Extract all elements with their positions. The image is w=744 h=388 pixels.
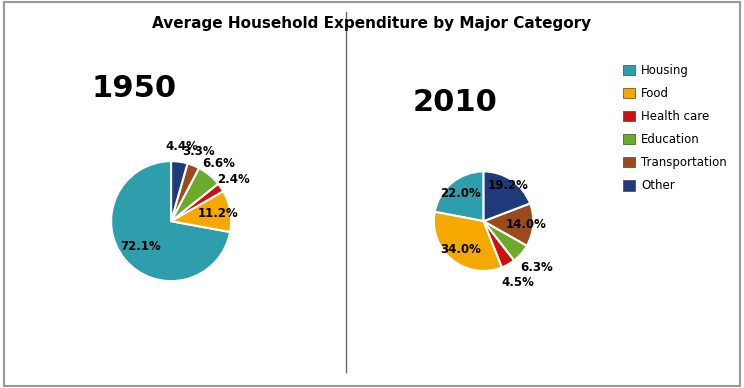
Text: Average Household Expenditure by Major Category: Average Household Expenditure by Major C… [153, 16, 591, 31]
Wedge shape [434, 171, 484, 221]
Wedge shape [484, 203, 533, 246]
Text: 6.6%: 6.6% [202, 157, 235, 170]
Wedge shape [171, 184, 223, 221]
Text: 72.1%: 72.1% [120, 240, 161, 253]
Text: 19.2%: 19.2% [487, 179, 528, 192]
Text: 4.5%: 4.5% [502, 275, 535, 289]
Text: 2010: 2010 [413, 88, 498, 117]
Wedge shape [484, 221, 527, 260]
Text: 2.4%: 2.4% [217, 173, 249, 185]
Text: 14.0%: 14.0% [506, 218, 547, 231]
Text: 22.0%: 22.0% [440, 187, 481, 200]
Text: 4.4%: 4.4% [165, 140, 198, 153]
Wedge shape [484, 171, 530, 221]
Text: 6.3%: 6.3% [520, 260, 553, 274]
Text: 11.2%: 11.2% [198, 207, 238, 220]
Wedge shape [171, 161, 187, 221]
Wedge shape [484, 221, 514, 267]
Wedge shape [111, 161, 230, 281]
Text: 34.0%: 34.0% [440, 242, 481, 256]
Wedge shape [171, 168, 218, 221]
Wedge shape [434, 212, 502, 271]
Legend: Housing, Food, Health care, Education, Transportation, Other: Housing, Food, Health care, Education, T… [623, 64, 727, 192]
Wedge shape [171, 191, 231, 232]
Text: 3.3%: 3.3% [182, 145, 215, 158]
Wedge shape [171, 163, 199, 221]
Text: 1950: 1950 [91, 74, 176, 103]
